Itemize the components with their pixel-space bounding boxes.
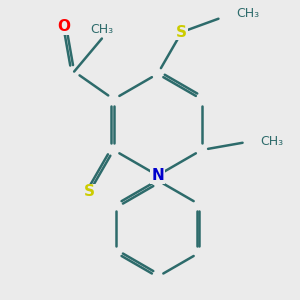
Text: CH₃: CH₃ xyxy=(90,23,113,36)
Text: S: S xyxy=(84,184,95,199)
Text: S: S xyxy=(176,25,187,40)
Text: CH₃: CH₃ xyxy=(260,135,284,148)
Text: N: N xyxy=(151,168,164,183)
Text: O: O xyxy=(57,19,70,34)
Text: CH₃: CH₃ xyxy=(236,8,259,20)
